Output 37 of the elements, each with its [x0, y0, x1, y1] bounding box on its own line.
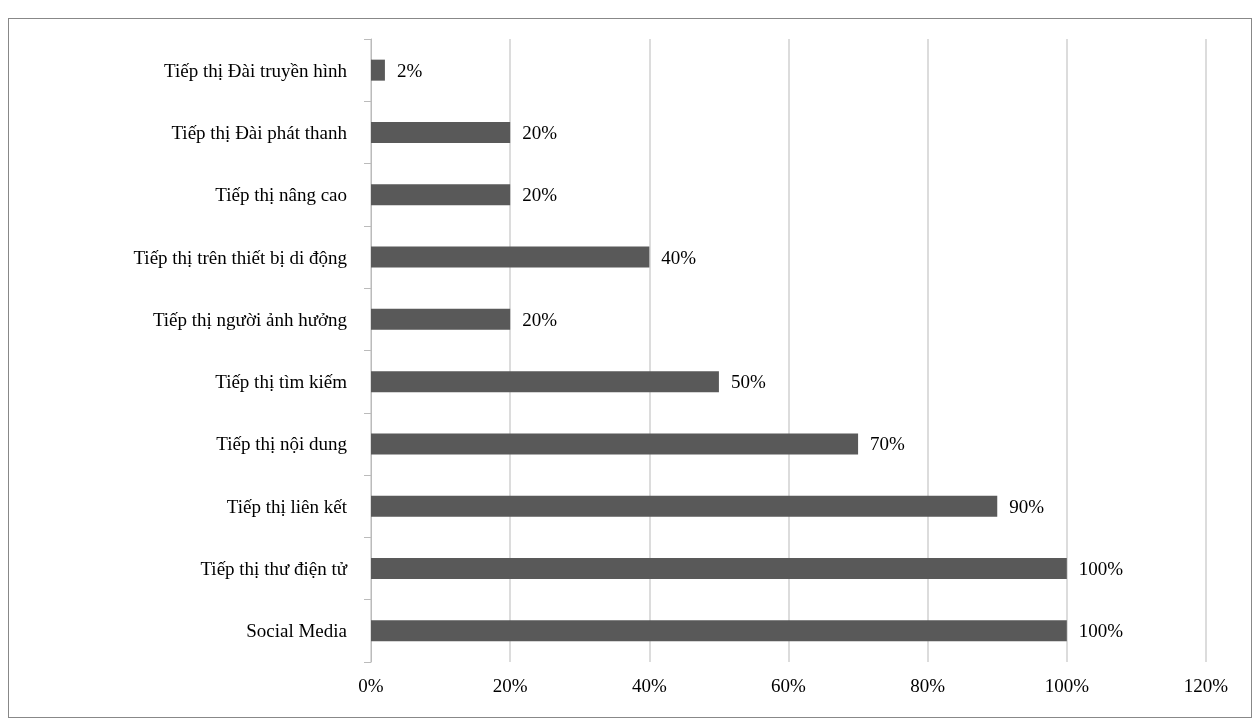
y-tick-label: Tiếp thị nội dung: [216, 433, 348, 455]
data-label: 50%: [730, 371, 766, 393]
bar: [371, 121, 511, 143]
y-tick-label: Tiếp thị nâng cao: [215, 184, 347, 206]
bar: [371, 184, 511, 206]
y-tick-label: Tiếp thị Đài truyền hình: [164, 59, 348, 81]
x-tick-label: 20%: [492, 675, 528, 696]
data-label: 20%: [522, 184, 558, 206]
y-tick-label: Tiếp thị liên kết: [226, 495, 348, 517]
bar: [371, 620, 1067, 642]
y-tick-label: Social Media: [246, 620, 348, 642]
data-label: 2%: [396, 59, 423, 81]
y-tick-label: Tiếp thị tìm kiếm: [215, 371, 348, 393]
x-tick-label: 120%: [1183, 675, 1229, 696]
x-tick-label: 0%: [358, 675, 384, 696]
data-label: 70%: [870, 433, 906, 455]
data-label: 20%: [522, 121, 558, 143]
y-tick-label: Tiếp thị người ảnh hưởng: [152, 308, 348, 330]
x-tick-label: 80%: [910, 675, 946, 696]
x-tick-label: 60%: [771, 675, 807, 696]
bar: [371, 558, 1067, 580]
data-label: 100%: [1078, 558, 1124, 580]
bar: [371, 308, 511, 330]
bar: [371, 433, 859, 455]
bar: [371, 246, 650, 268]
y-tick-label: Tiếp thị Đài phát thanh: [171, 121, 348, 143]
data-label: 100%: [1078, 620, 1124, 642]
x-tick-label: 100%: [1044, 675, 1090, 696]
bar: [371, 59, 385, 81]
y-tick-label: Tiếp thị trên thiết bị di động: [133, 246, 348, 268]
data-label: 90%: [1009, 495, 1045, 517]
bar: [371, 371, 719, 393]
y-tick-label: Tiếp thị thư điện tử: [200, 558, 348, 580]
data-label: 20%: [522, 308, 558, 330]
data-label: 40%: [661, 246, 697, 268]
x-tick-label: 40%: [631, 675, 667, 696]
bar: [371, 495, 998, 517]
